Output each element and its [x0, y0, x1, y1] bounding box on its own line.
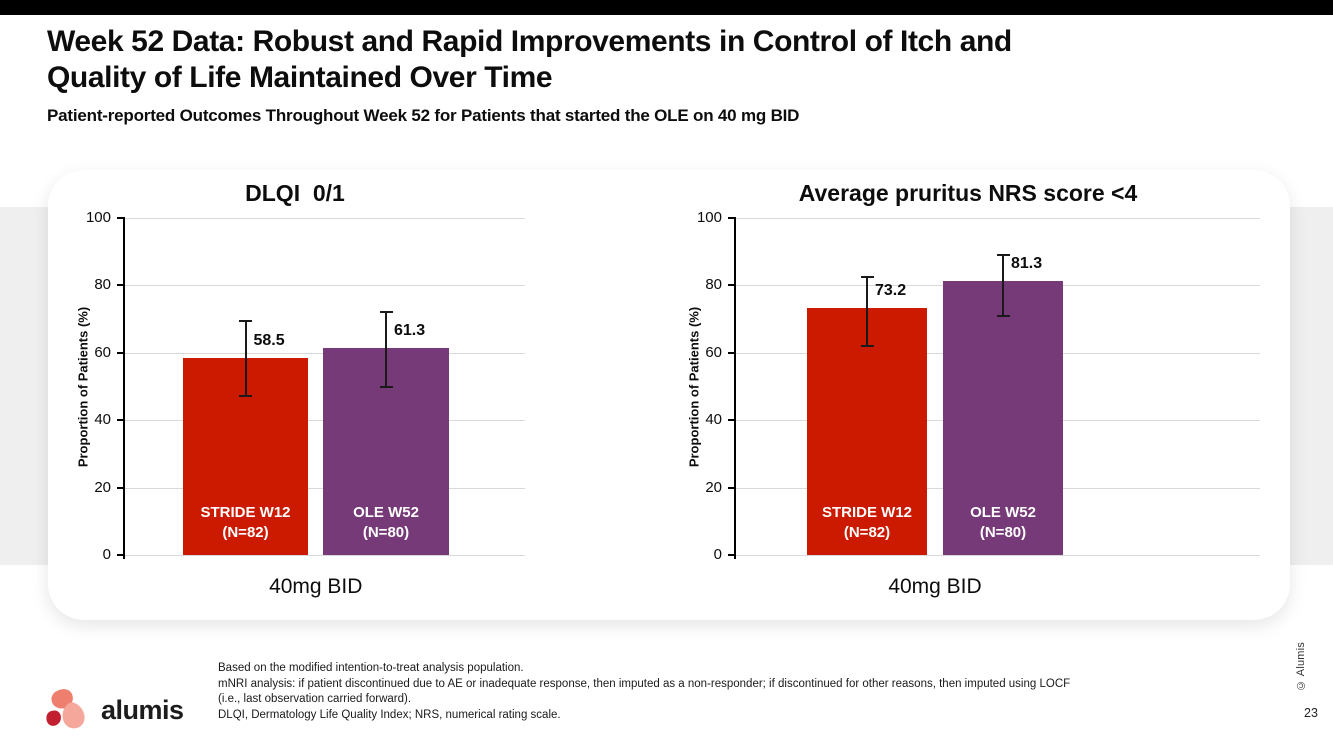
- bar-category-label: STRIDE W12 (N=82): [183, 503, 308, 543]
- y-tick-label: 80: [705, 276, 722, 294]
- y-tick-label: 0: [102, 546, 111, 563]
- slide-title: Week 52 Data: Robust and Rapid Improveme…: [47, 24, 1012, 96]
- bar-category-label: OLE W52 (N=80): [943, 503, 1063, 543]
- error-bar-cap-bottom: [860, 345, 874, 348]
- x-axis-label: 40mg BID: [269, 575, 363, 598]
- error-bar-cap-bottom: [239, 394, 252, 397]
- y-axis-label: Proportion of Patients (%): [686, 306, 702, 467]
- bar-value-label: 81.3: [1011, 255, 1043, 273]
- footnote-line: (i.e., last observation carried forward)…: [218, 693, 412, 705]
- y-tick-mark: [117, 419, 125, 422]
- alumis-logo: alumis: [45, 688, 184, 730]
- error-bar-line: [244, 320, 247, 396]
- bar-value-label: 58.5: [253, 331, 285, 349]
- y-tick-mark: [117, 486, 125, 489]
- y-tick-label: 60: [94, 343, 111, 361]
- y-tick-label: 100: [696, 209, 722, 226]
- bar-category-line2: (N=82): [843, 524, 891, 541]
- y-tick-mark: [117, 217, 125, 219]
- page-number: 23: [1304, 706, 1318, 720]
- y-tick-mark: [728, 217, 736, 219]
- bar: [807, 308, 927, 555]
- chart-pruritus-nrs: Average pruritus NRS score <4 Proportion …: [669, 170, 1290, 620]
- y-tick-mark: [728, 419, 736, 422]
- bar-category-line1: OLE W52: [970, 504, 1036, 521]
- y-axis-line: [734, 218, 736, 559]
- bar-value-label: 73.2: [875, 282, 907, 300]
- copyright-label: © Alumis: [1295, 642, 1307, 692]
- bar-category-label: OLE W52 (N=80): [323, 503, 449, 543]
- error-bar-cap-bottom: [996, 314, 1010, 317]
- chart-card: DLQI 0/1 Proportion of Patients (%) 0 20 40 6…: [48, 170, 1290, 620]
- y-tick-mark: [728, 554, 736, 556]
- y-tick-mark: [117, 351, 125, 354]
- y-tick-mark: [117, 554, 125, 556]
- bar: [943, 281, 1063, 555]
- y-tick-mark: [117, 284, 125, 287]
- footnote-line: DLQI, Dermatology Life Quality Index; NR…: [218, 708, 561, 721]
- error-bar-line: [1002, 255, 1004, 316]
- error-bar-cap-top: [996, 254, 1010, 257]
- bar-category-line1: STRIDE W12: [821, 504, 912, 521]
- y-tick-label: 40: [705, 411, 722, 429]
- x-axis-label: 40mg BID: [888, 575, 982, 598]
- y-axis-label: Proportion of Patients (%): [75, 306, 91, 467]
- bar-category-line1: OLE W52: [353, 504, 419, 521]
- y-tick-label: 40: [94, 411, 111, 429]
- grid-line: [125, 218, 525, 219]
- y-tick-label: 20: [705, 478, 722, 496]
- slide-title-line1: Week 52 Data: Robust and Rapid Improveme…: [47, 25, 1012, 58]
- footnote-line: Based on the modified intention-to-treat…: [218, 662, 524, 674]
- grid-line: [125, 285, 525, 287]
- grid-line: [736, 555, 1260, 556]
- footnotes: Based on the modified intention-to-treat…: [218, 661, 1070, 723]
- chart-dlqi: DLQI 0/1 Proportion of Patients (%) 0 20 40 6…: [48, 170, 669, 620]
- error-bar-cap-top: [379, 311, 393, 314]
- error-bar-cap-bottom: [379, 386, 393, 389]
- y-tick-label: 0: [713, 546, 722, 563]
- bar-category-line2: (N=82): [222, 524, 269, 541]
- chart-title: Average pruritus NRS score <4: [798, 180, 1138, 206]
- error-bar-line: [385, 312, 387, 388]
- y-tick-label: 20: [94, 478, 111, 496]
- y-tick-label: 100: [85, 209, 111, 226]
- chart-title: DLQI 0/1: [245, 180, 345, 206]
- bar-category-label: STRIDE W12 (N=82): [807, 503, 927, 543]
- alumis-wordmark: alumis: [101, 695, 184, 725]
- grid-line: [125, 555, 525, 556]
- bar-category-line2: (N=80): [979, 524, 1027, 541]
- y-tick-mark: [728, 486, 736, 489]
- alumis-logo-icon: [46, 689, 85, 729]
- error-bar-line: [866, 276, 868, 347]
- y-axis-line: [123, 218, 125, 559]
- y-tick-mark: [728, 351, 736, 354]
- slide-subtitle: Patient-reported Outcomes Throughout Wee…: [47, 106, 800, 125]
- bar-category-line1: STRIDE W12: [200, 504, 291, 521]
- error-bar-cap-top: [239, 319, 252, 322]
- grid-line: [736, 218, 1260, 219]
- footnote-line: mNRI analysis: if patient discontinued d…: [218, 677, 1071, 690]
- y-tick-label: 80: [94, 276, 111, 294]
- y-tick-mark: [728, 284, 736, 287]
- bar-category-line2: (N=80): [362, 524, 410, 541]
- y-tick-label: 60: [705, 343, 722, 361]
- bar-value-label: 61.3: [394, 322, 426, 340]
- slide-title-line2: Quality of Life Maintained Over Time: [47, 61, 553, 94]
- top-black-bar: [0, 0, 1333, 15]
- error-bar-cap-top: [860, 275, 874, 278]
